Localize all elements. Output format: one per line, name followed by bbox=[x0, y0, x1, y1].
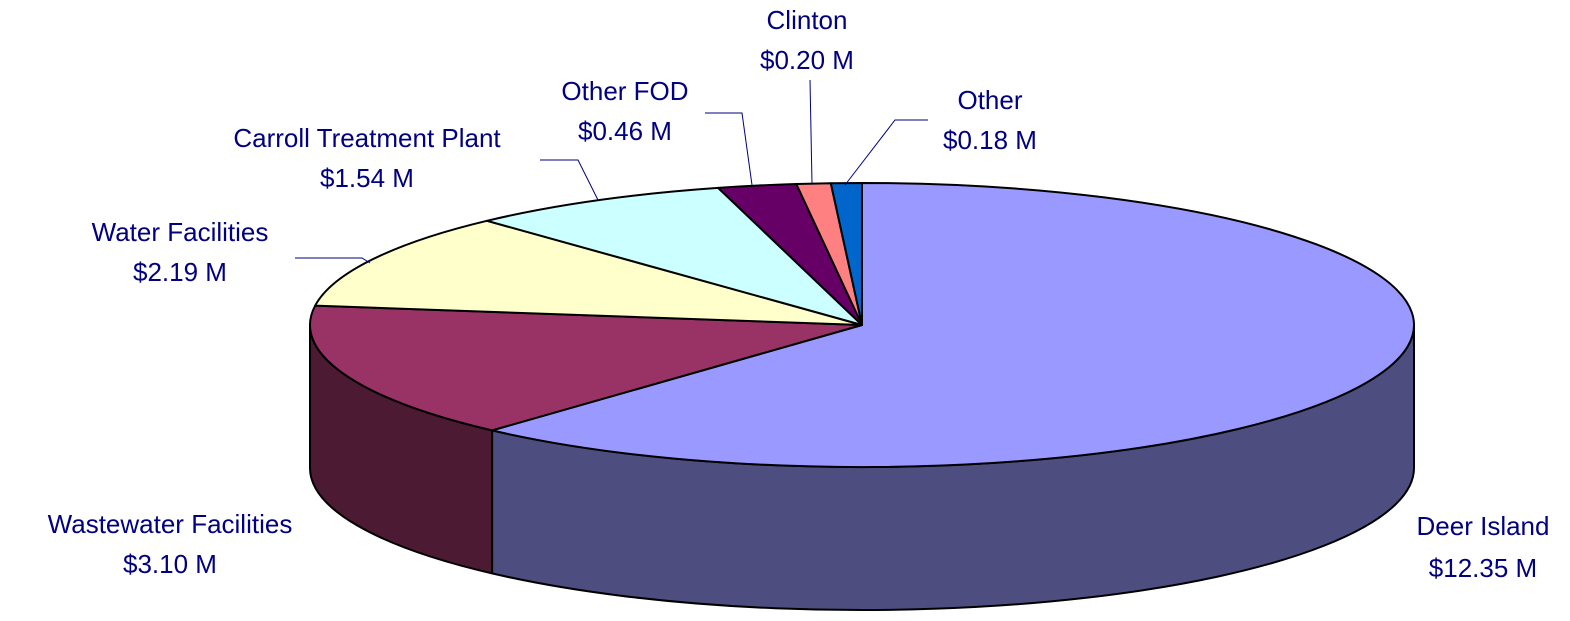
pie-slice bbox=[491, 182, 1415, 468]
slice-value-label: $3.10 M bbox=[123, 549, 217, 579]
leader-line bbox=[295, 257, 371, 264]
slice-value-label: $2.19 M bbox=[133, 257, 227, 287]
slice-label: Other FOD bbox=[561, 76, 688, 106]
pie-slice bbox=[309, 304, 863, 432]
leader-line bbox=[809, 79, 813, 185]
slice-value-label: $12.35 M bbox=[1429, 553, 1537, 583]
slice-label: Wastewater Facilities bbox=[48, 509, 293, 539]
pie-slice bbox=[314, 219, 863, 326]
slice-value-label: $0.20 M bbox=[760, 45, 854, 75]
slice-label: Deer Island bbox=[1417, 511, 1550, 541]
slice-label: Carroll Treatment Plant bbox=[233, 123, 501, 153]
slice-label: Clinton bbox=[767, 5, 848, 35]
slice-label: Other bbox=[957, 85, 1022, 115]
leader-line bbox=[705, 112, 753, 186]
leader-line bbox=[844, 119, 928, 186]
leader-line bbox=[540, 159, 599, 201]
slice-value-label: $0.46 M bbox=[578, 116, 672, 146]
slice-value-label: $0.18 M bbox=[943, 125, 1037, 155]
pie-slice bbox=[485, 186, 863, 326]
slice-value-label: $1.54 M bbox=[320, 163, 414, 193]
slice-label: Water Facilities bbox=[92, 217, 269, 247]
